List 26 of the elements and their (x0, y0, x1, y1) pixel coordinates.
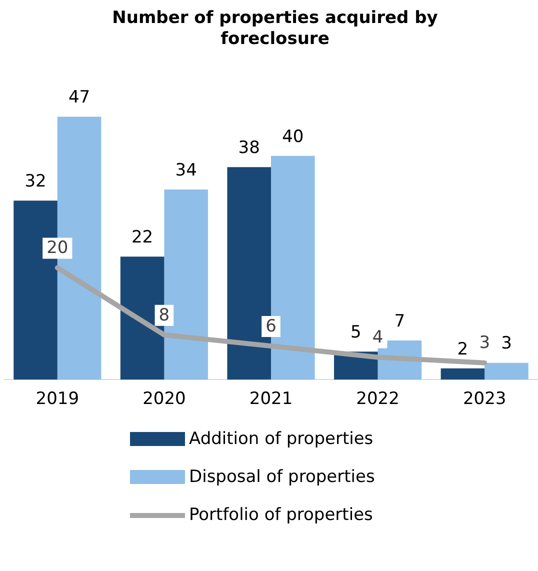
data-label: 34 (175, 160, 197, 180)
legend-label: Portfolio of properties (189, 505, 373, 525)
data-label: 22 (131, 228, 154, 248)
data-label: 8 (158, 305, 170, 326)
data-label: 40 (282, 126, 304, 147)
data-label: 47 (68, 88, 90, 108)
x-tick-label: 2023 (462, 389, 506, 410)
chart-title: Number of properties acquired by foreclosure (111, 8, 439, 50)
data-label: 3 (501, 334, 512, 354)
x-tick-label: 2022 (356, 389, 400, 410)
x-tick-label: 2021 (249, 389, 293, 410)
data-label: 6 (266, 316, 276, 336)
x-tick-label: 2020 (142, 389, 186, 410)
legend-label: Disposal of properties (189, 467, 375, 487)
data-label: 5 (350, 322, 362, 343)
data-label: 7 (394, 311, 406, 332)
x-tick-label: 2019 (36, 389, 80, 410)
legend-label: Addition of properties (189, 429, 374, 449)
data-label: 32 (24, 172, 46, 192)
data-label: 20 (46, 238, 68, 258)
bar (484, 362, 528, 380)
data-label: 3 (479, 333, 490, 354)
data-label: 2 (457, 339, 468, 360)
data-label: 4 (372, 328, 384, 348)
data-label: 38 (238, 138, 260, 158)
bar (440, 368, 485, 380)
